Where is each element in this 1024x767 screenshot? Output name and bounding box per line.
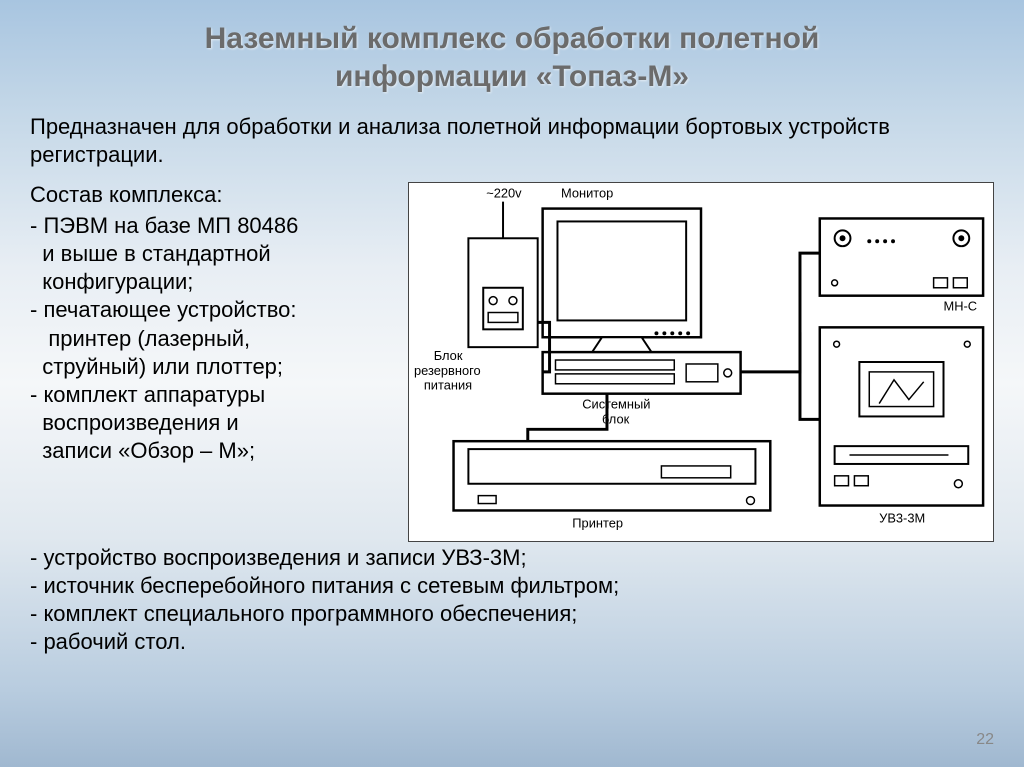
list-item: - комплект аппаратуры	[30, 381, 400, 409]
mhc-block	[820, 218, 983, 295]
printer-label: Принтер	[572, 515, 623, 530]
list-item: принтер (лазерный,	[30, 325, 400, 353]
content-row: Состав комплекса: - ПЭВМ на базе МП 8048…	[30, 182, 994, 542]
uvz-label: УВ3-3М	[879, 510, 925, 525]
list-item: - источник бесперебойного питания с сете…	[30, 572, 994, 600]
ups-block	[468, 238, 537, 347]
diagram-svg: ~220v Монитор Блок резервного питания	[409, 183, 993, 541]
monitor-shape	[543, 209, 701, 353]
slide: Наземный комплекс обработки полетной инф…	[0, 0, 1024, 767]
voltage-label: ~220v	[486, 186, 522, 201]
list-item: - ПЭВМ на базе МП 80486	[30, 212, 400, 240]
ups-label-1: Блок	[434, 348, 463, 363]
slide-title: Наземный комплекс обработки полетной инф…	[30, 20, 994, 95]
list-item: - комплект специального программного обе…	[30, 600, 994, 628]
list-item: - печатающее устройство:	[30, 296, 400, 324]
ups-label-2: резервного	[414, 363, 481, 378]
composition-list-upper: - ПЭВМ на базе МП 80486 и выше в стандар…	[30, 212, 400, 465]
list-item: струйный) или плоттер;	[30, 353, 400, 381]
list-item: конфигурации;	[30, 268, 400, 296]
monitor-label: Монитор	[561, 186, 613, 201]
sysblock-label-1: Системный	[582, 397, 650, 412]
list-item: воспроизведения и	[30, 409, 400, 437]
printer-block	[454, 441, 771, 510]
system-block	[543, 352, 741, 394]
title-line-2: информации «Топаз-М»	[335, 60, 689, 93]
cable-right-top	[741, 253, 820, 372]
title-line-1: Наземный комплекс обработки полетной	[205, 22, 820, 55]
slide-number: 22	[976, 731, 994, 749]
uvz-block	[820, 327, 983, 505]
equipment-diagram: ~220v Монитор Блок резервного питания	[408, 182, 994, 542]
list-item: и выше в стандартной	[30, 240, 400, 268]
composition-list-lower: - устройство воспроизведения и записи УВ…	[30, 544, 994, 657]
list-item: - устройство воспроизведения и записи УВ…	[30, 544, 994, 572]
list-item: записи «Обзор – М»;	[30, 437, 400, 465]
list-item: - рабочий стол.	[30, 628, 994, 656]
left-column: Состав комплекса: - ПЭВМ на базе МП 8048…	[30, 182, 400, 542]
cable-right-bottom	[800, 332, 820, 419]
ups-label-3: питания	[424, 378, 472, 393]
composition-heading: Состав комплекса:	[30, 182, 400, 208]
mhc-label: МН-С	[944, 299, 978, 314]
intro-text: Предназначен для обработки и анализа пол…	[30, 113, 994, 168]
